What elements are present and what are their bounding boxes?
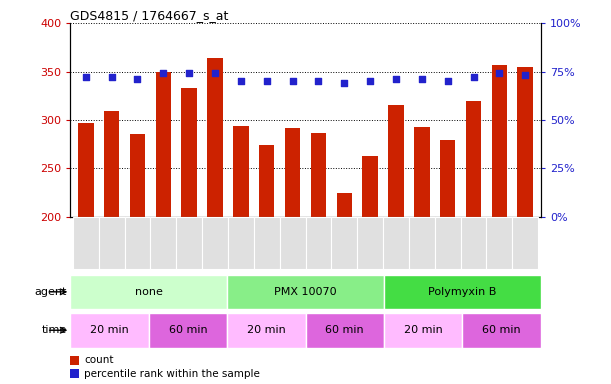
Text: 20 min: 20 min [404, 325, 442, 335]
Point [494, 70, 504, 76]
Point [210, 70, 220, 76]
Bar [73, 217, 99, 269]
Point [313, 78, 323, 84]
Bar [512, 217, 538, 269]
Point [107, 74, 117, 80]
Point [365, 78, 375, 84]
Bar [306, 313, 384, 348]
Bar [156, 71, 171, 217]
Text: 20 min: 20 min [90, 325, 129, 335]
Bar [486, 217, 512, 269]
Bar [233, 126, 249, 217]
Point [339, 80, 349, 86]
Bar [440, 141, 455, 217]
Text: count: count [84, 355, 114, 365]
Bar [306, 217, 331, 269]
Bar [70, 275, 227, 309]
Point [391, 76, 401, 82]
Text: 20 min: 20 min [247, 325, 286, 335]
Bar [435, 217, 461, 269]
Bar [227, 313, 306, 348]
Text: none: none [135, 287, 163, 297]
Bar [150, 217, 176, 269]
Text: percentile rank within the sample: percentile rank within the sample [84, 369, 260, 379]
Point [417, 76, 426, 82]
Bar [148, 313, 227, 348]
Bar [357, 217, 383, 269]
Bar [466, 101, 481, 217]
Bar [99, 217, 125, 269]
Point [262, 78, 272, 84]
Bar [104, 111, 119, 217]
Bar [70, 313, 148, 348]
Text: PMX 10070: PMX 10070 [274, 287, 337, 297]
Bar [254, 217, 280, 269]
Text: agent: agent [35, 287, 67, 297]
Bar [259, 145, 274, 217]
Bar [181, 88, 197, 217]
Bar [207, 58, 223, 217]
Point [521, 72, 530, 78]
Bar [461, 217, 486, 269]
Bar [70, 356, 79, 364]
Bar [414, 127, 430, 217]
Bar [227, 275, 384, 309]
Bar [383, 217, 409, 269]
Point [469, 74, 478, 80]
Bar [125, 217, 150, 269]
Bar [228, 217, 254, 269]
Bar [130, 134, 145, 217]
Bar [176, 217, 202, 269]
Bar [202, 217, 228, 269]
Point [288, 78, 298, 84]
Point [236, 78, 246, 84]
Bar [388, 106, 404, 217]
Bar [331, 217, 357, 269]
Text: Polymyxin B: Polymyxin B [428, 287, 497, 297]
Bar [384, 275, 541, 309]
Point [443, 78, 453, 84]
Bar [492, 65, 507, 217]
Bar [463, 313, 541, 348]
Bar [384, 313, 463, 348]
Point [185, 70, 194, 76]
Bar [285, 128, 301, 217]
Text: 60 min: 60 min [482, 325, 521, 335]
Text: 60 min: 60 min [169, 325, 207, 335]
Bar [70, 369, 79, 378]
Text: 60 min: 60 min [326, 325, 364, 335]
Bar [78, 123, 93, 217]
Bar [310, 132, 326, 217]
Bar [518, 67, 533, 217]
Bar [409, 217, 435, 269]
Bar [280, 217, 306, 269]
Point [81, 74, 90, 80]
Bar [362, 156, 378, 217]
Point [133, 76, 142, 82]
Point [158, 70, 168, 76]
Text: GDS4815 / 1764667_s_at: GDS4815 / 1764667_s_at [70, 9, 229, 22]
Bar [337, 193, 352, 217]
Text: time: time [42, 325, 67, 335]
